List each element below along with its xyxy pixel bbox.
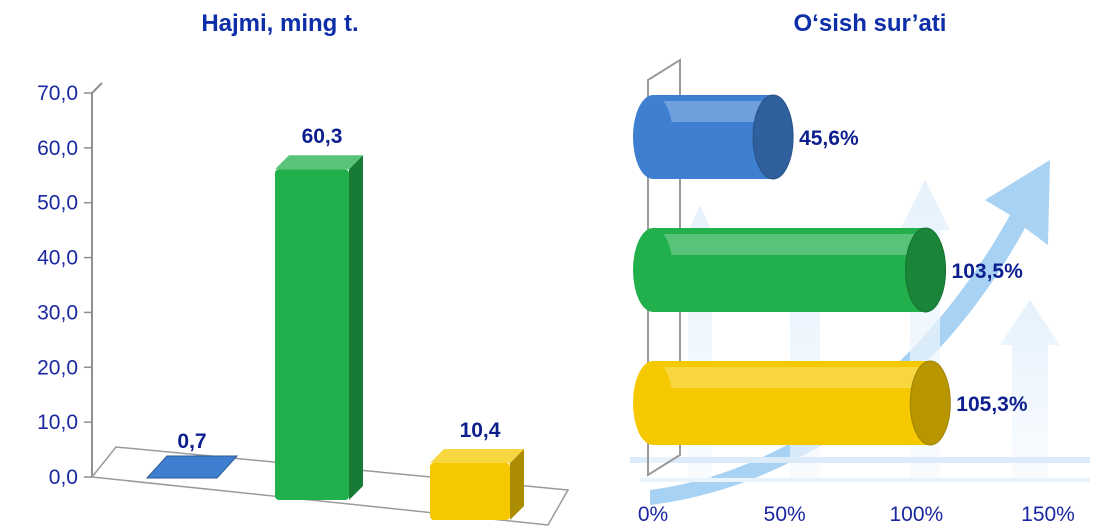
y-tick-label: 60,0 — [37, 137, 78, 160]
bar-value-label: 60,3 — [302, 125, 343, 148]
x-tick-label: 150% — [1021, 503, 1075, 526]
bar — [430, 462, 510, 520]
cylinder-start-cap — [633, 95, 673, 179]
bar-value-label: 45,6% — [799, 127, 859, 150]
bar-top — [430, 448, 524, 463]
cylinder-highlight — [653, 101, 774, 122]
cylinder-end-cap — [909, 360, 951, 446]
left-axis-wall — [91, 82, 103, 477]
y-tick-label: 20,0 — [37, 356, 78, 379]
y-tick-label: 10,0 — [37, 411, 78, 434]
y-tick-label: 40,0 — [37, 247, 78, 270]
bar-value-label: 103,5% — [952, 260, 1024, 283]
cylinder-start-cap — [633, 361, 673, 445]
left-chart-title: Hajmi, ming t. — [201, 10, 359, 37]
volume-bar-chart: 0,0 10,0 20,0 30,0 40,0 50,0 60,0 70,0 0,7 60,3 10… — [37, 82, 570, 526]
cylinder-highlight — [653, 367, 931, 388]
bar-value-label: 0,7 — [177, 430, 206, 453]
bar-value-label: 105,3% — [956, 393, 1028, 416]
x-tick-label: 50% — [764, 503, 806, 526]
x-tick-label: 0% — [638, 503, 668, 526]
bar — [275, 169, 349, 500]
y-tick-label: 30,0 — [37, 301, 78, 324]
y-tick-label: 50,0 — [37, 192, 78, 215]
cylinder-end-cap — [905, 227, 947, 313]
cylinder-body — [653, 361, 931, 445]
cylinder-end-cap — [752, 94, 794, 180]
bar-top — [275, 155, 363, 170]
y-tick-label: 70,0 — [37, 82, 78, 105]
background-arrows-decoration — [630, 160, 1090, 505]
cylinder-start-cap — [633, 228, 673, 312]
y-tick-label: 0,0 — [49, 466, 78, 489]
bar-side — [349, 155, 363, 500]
bar — [145, 455, 239, 479]
right-chart-title: O‘sish sur’ati — [793, 10, 947, 37]
growth-rate-bar-chart: 45,6% 103,5% 105,3% 0% 50% 100% 150% — [633, 58, 1075, 526]
bar-side — [510, 448, 524, 520]
bar-value-label: 10,4 — [460, 419, 501, 442]
x-tick-label: 100% — [889, 503, 943, 526]
cylinder-body — [653, 228, 926, 312]
cylinder-highlight — [653, 234, 926, 255]
